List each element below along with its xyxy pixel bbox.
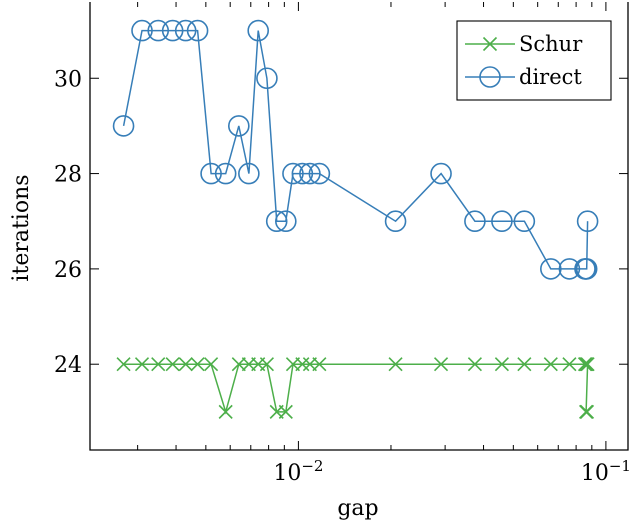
y-tick-label: 24	[54, 353, 82, 378]
data-point-schur	[543, 357, 558, 372]
y-tick-label: 30	[54, 67, 82, 92]
data-point-schur	[580, 357, 595, 372]
series-layer	[112, 19, 599, 419]
y-tick-label: 28	[54, 163, 82, 188]
data-point-direct	[131, 19, 153, 42]
series-schur	[116, 357, 595, 419]
data-point-schur	[231, 357, 246, 372]
data-point-direct	[238, 162, 260, 185]
data-point-schur	[494, 357, 509, 372]
data-point-direct	[186, 19, 209, 42]
data-point-direct	[265, 210, 288, 233]
legend-box	[456, 20, 612, 101]
data-point-direct	[147, 19, 170, 42]
data-point-schur	[190, 357, 205, 372]
data-point-direct	[576, 210, 599, 233]
y-tick-label: 26	[54, 258, 82, 283]
data-point-schur	[517, 357, 532, 372]
data-point-direct	[291, 162, 314, 185]
data-point-direct	[308, 162, 331, 185]
data-point-direct	[247, 19, 269, 42]
legend-marker-schur	[482, 36, 498, 52]
data-point-direct	[174, 19, 197, 42]
data-point-direct	[256, 67, 278, 90]
data-point-direct	[464, 210, 486, 233]
data-point-schur	[165, 357, 180, 372]
y-axis-label: iterations	[9, 174, 34, 281]
data-point-schur	[579, 404, 595, 419]
data-point-direct	[112, 115, 135, 137]
data-point-schur	[134, 357, 150, 372]
data-point-direct	[161, 19, 184, 42]
data-point-schur	[312, 357, 327, 372]
data-point-direct	[558, 258, 581, 280]
series-direct	[112, 19, 599, 280]
legend-label-schur: Schur	[519, 32, 583, 56]
data-point-direct	[282, 162, 304, 185]
data-point-direct	[214, 162, 237, 185]
data-point-schur	[259, 357, 274, 372]
data-point-direct	[384, 210, 407, 233]
plot-frame	[89, 2, 629, 451]
data-point-direct	[513, 210, 536, 233]
data-point-schur	[116, 357, 131, 372]
data-point-direct	[228, 115, 250, 137]
x-axis-label: gap	[337, 496, 378, 521]
data-point-schur	[204, 357, 219, 372]
data-point-schur	[433, 357, 449, 372]
data-point-direct	[275, 210, 297, 233]
data-point-schur	[278, 404, 293, 419]
axes-layer: 10−2 10−1 24 26 28 30	[54, 2, 629, 486]
legend: Schur direct	[456, 20, 612, 101]
legend-marker-direct	[479, 66, 501, 88]
data-point-direct	[200, 162, 222, 185]
data-point-schur	[467, 357, 482, 372]
plot-area	[89, 2, 629, 451]
data-point-direct	[299, 162, 321, 185]
data-point-schur	[178, 357, 193, 372]
series-line-schur	[123, 363, 589, 415]
data-point-direct	[540, 258, 562, 280]
legend-label-direct: direct	[519, 65, 582, 89]
data-point-schur	[388, 357, 403, 372]
data-point-schur	[218, 404, 233, 419]
x-tick-label: 10−2	[273, 457, 323, 486]
data-point-direct	[575, 258, 598, 280]
x-tick-label: 10−1	[581, 457, 629, 486]
data-point-schur	[151, 357, 166, 372]
data-point-schur	[562, 357, 577, 372]
data-point-direct	[430, 162, 452, 185]
data-point-direct	[491, 210, 513, 233]
